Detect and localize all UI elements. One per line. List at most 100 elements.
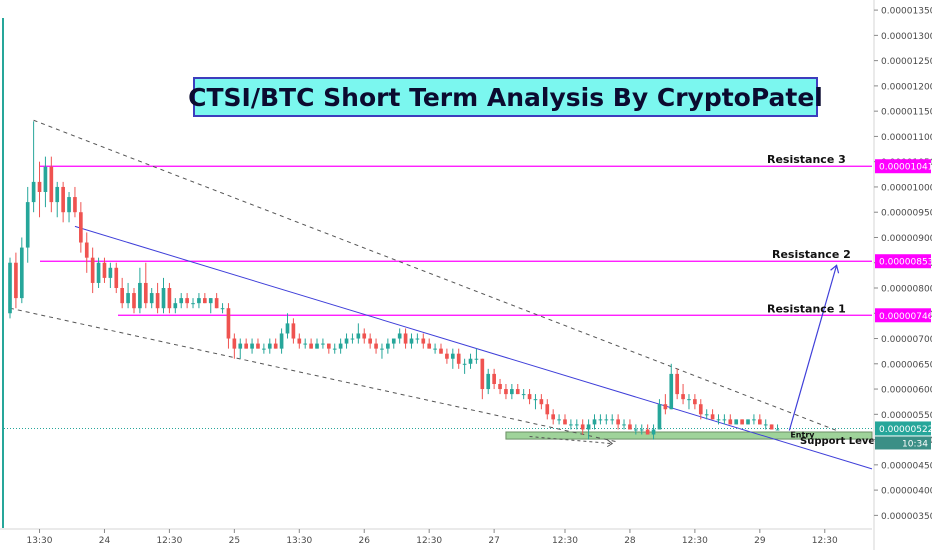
candle-body	[391, 338, 396, 344]
candle-body	[108, 267, 113, 278]
candle-body	[574, 424, 579, 426]
support-dashed-arrow-head	[606, 439, 614, 448]
candle-body	[262, 348, 266, 350]
x-tick-label: 12:30	[416, 536, 442, 546]
candle-body	[510, 389, 514, 395]
current-price-tag: 0.00000522	[879, 425, 932, 435]
candle-body	[43, 166, 48, 192]
candle-body	[415, 338, 420, 340]
candle-body	[439, 348, 443, 354]
candle-body	[256, 343, 260, 349]
candle-body	[498, 384, 502, 390]
candle-body	[238, 343, 243, 349]
chart-title-box: CTSI/BTC Short Term Analysis By CryptoPa…	[188, 77, 823, 117]
candle-body	[321, 343, 325, 345]
candle-body	[37, 181, 42, 192]
current-price-tag-bg	[875, 421, 931, 436]
candle-body	[580, 424, 585, 430]
candle-body	[55, 186, 60, 203]
projection-arrow-head	[830, 264, 840, 274]
candle-body	[197, 298, 201, 304]
candle-body	[622, 424, 626, 426]
candle-body	[468, 358, 473, 364]
candle-body	[31, 181, 36, 203]
resistance-price-tag-2: 0.00000853	[879, 258, 932, 268]
candle-body	[586, 424, 591, 430]
countdown-tag-bg	[875, 436, 931, 450]
resistance-price-tag-1: 0.00000746	[879, 312, 932, 322]
candle-body	[326, 343, 331, 349]
descending-trendline	[74, 225, 873, 470]
x-tick-label: 12:30	[682, 536, 708, 546]
candle-body	[315, 343, 319, 349]
candle-body	[728, 419, 733, 425]
y-tick-label: 0.00001000	[881, 183, 932, 193]
candle-body	[521, 394, 526, 396]
y-tick-label: 0.00001150	[881, 108, 932, 118]
candle-body	[362, 333, 367, 339]
y-tick-label: 0.00001250	[881, 57, 932, 67]
candle-body	[350, 338, 355, 340]
candle-body	[704, 414, 709, 416]
x-tick-label: 13:30	[27, 536, 53, 546]
candle-body	[456, 353, 461, 364]
countdown-tag: 10:34	[902, 439, 928, 449]
x-tick-label: 12:30	[552, 536, 578, 546]
candle-body	[173, 303, 178, 309]
candle-body	[722, 419, 727, 421]
candle-body	[161, 288, 166, 309]
y-tick-label: 0.00000800	[881, 285, 932, 295]
candle-body	[752, 419, 756, 421]
candle-body	[746, 419, 750, 425]
candle-body	[155, 293, 160, 309]
candle-body	[185, 298, 189, 304]
candle-body	[167, 288, 172, 309]
candle-body	[73, 197, 77, 213]
candle-body	[433, 348, 437, 350]
candle-body	[551, 414, 556, 420]
x-tick-label: 25	[229, 536, 240, 546]
candle-body	[220, 308, 225, 310]
candle-body	[693, 399, 697, 405]
candle-body	[138, 282, 142, 309]
candle-body	[675, 373, 679, 395]
candle-body	[734, 419, 739, 425]
x-tick-label: 27	[488, 536, 499, 546]
candle-body	[244, 343, 248, 349]
candle-body	[474, 358, 479, 360]
candle-body	[450, 353, 455, 359]
y-tick-label: 0.00000650	[881, 360, 932, 370]
y-tick-label: 0.00001300	[881, 32, 932, 42]
candle-body	[273, 343, 278, 349]
candle-body	[651, 429, 656, 435]
candle-body	[149, 293, 154, 304]
candle-body	[84, 242, 89, 258]
channel-lower	[9, 307, 619, 443]
candle-body	[663, 404, 668, 410]
y-tick-label: 0.00001200	[881, 82, 932, 92]
candle-body	[297, 338, 302, 344]
candle-body	[114, 267, 119, 288]
y-tick-label: 0.00000900	[881, 234, 932, 244]
candle-body	[409, 338, 414, 344]
candle-body	[775, 429, 780, 431]
candle-body	[250, 343, 254, 349]
candle-body	[49, 166, 54, 203]
resistance-label-3: Resistance 3	[767, 153, 846, 166]
candle-body	[616, 419, 620, 425]
candle-body	[598, 419, 603, 421]
y-tick-label: 0.00000450	[881, 461, 932, 471]
y-tick-label: 0.00000350	[881, 512, 932, 522]
candle-body	[309, 343, 313, 349]
candle-body	[710, 414, 715, 420]
x-tick-label: 29	[754, 536, 766, 546]
candle-body	[19, 247, 24, 299]
candle-body	[90, 257, 95, 283]
resistance-label-2: Resistance 2	[772, 248, 851, 261]
x-tick-label: 28	[624, 536, 636, 546]
resistance-label-1: Resistance 1	[767, 302, 846, 315]
candle-body	[303, 343, 308, 345]
candle-body	[67, 197, 71, 213]
